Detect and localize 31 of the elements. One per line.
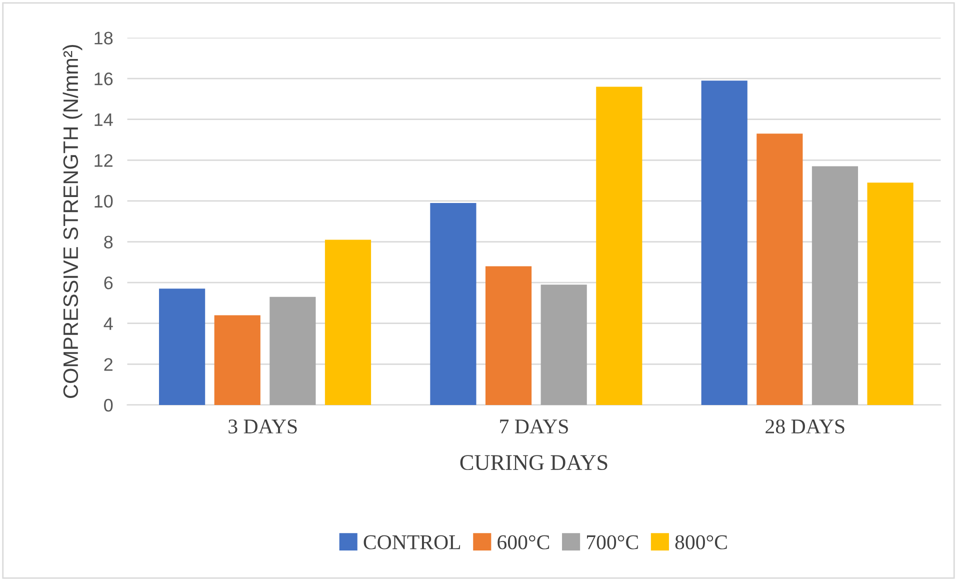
y-tick-label: 18 <box>94 32 113 44</box>
bar <box>485 266 532 405</box>
legend-label: 700°C <box>587 535 638 550</box>
bar <box>159 288 206 405</box>
bar <box>324 240 372 405</box>
bar <box>812 166 858 405</box>
y-tick-label: 2 <box>104 358 112 371</box>
bar <box>756 134 803 405</box>
x-axis-title: CURING DAYS <box>460 455 608 470</box>
y-tick-label: 14 <box>94 113 113 126</box>
x-tick-label: 3 DAYS <box>228 420 297 434</box>
bar <box>430 203 476 405</box>
y-tick-label: 6 <box>104 276 113 290</box>
bar <box>270 296 316 405</box>
bar <box>214 315 260 405</box>
y-tick-label: 16 <box>94 72 113 86</box>
legend-label: 800°C <box>675 535 727 550</box>
y-tick-label: 8 <box>104 236 113 248</box>
bar <box>701 80 748 405</box>
y-tick-label: 4 <box>104 317 113 330</box>
y-axis-title: COMPRESSIVE STRENGTH (N/mm²) <box>62 44 82 398</box>
y-tick-label: 10 <box>94 194 113 208</box>
x-tick-label: 28 DAYS <box>766 419 844 434</box>
bar <box>540 284 587 405</box>
legend-label: CONTROL <box>364 535 460 550</box>
bar <box>596 86 642 405</box>
x-tick-label: 7 DAYS <box>500 420 568 434</box>
legend-label: 600°C <box>498 535 550 550</box>
y-tick-label: 0 <box>104 398 113 412</box>
bar <box>867 182 914 405</box>
y-tick-label: 12 <box>94 154 112 167</box>
